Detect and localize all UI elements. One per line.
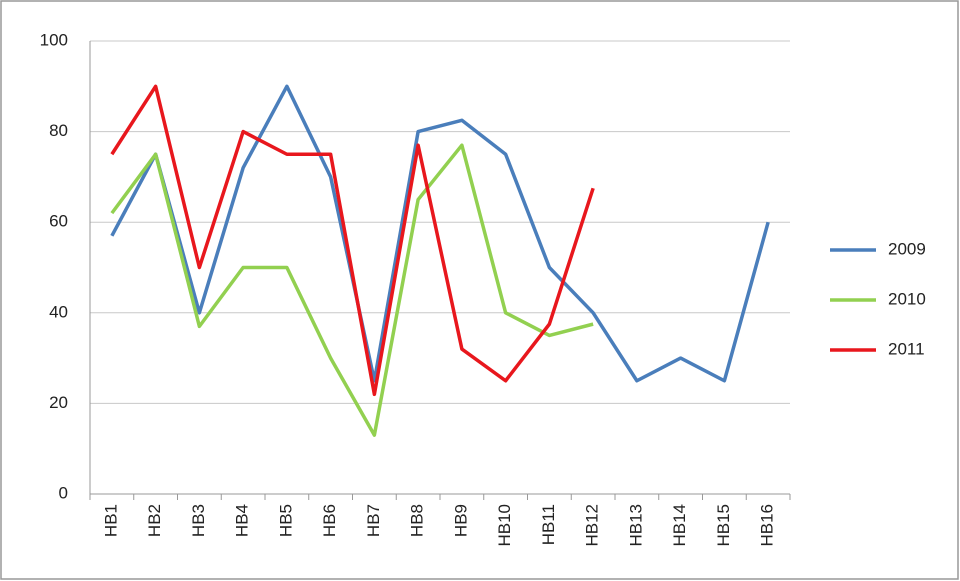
legend-label: 2009	[888, 239, 926, 258]
x-tick-label: HB12	[583, 504, 602, 547]
y-tick-label: 0	[59, 483, 68, 502]
x-tick-label: HB13	[626, 504, 645, 547]
x-tick-label: HB7	[364, 504, 383, 537]
x-tick-label: HB11	[539, 504, 558, 545]
legend-label: 2010	[888, 289, 926, 308]
x-tick-label: HB15	[714, 504, 733, 547]
x-tick-label: HB9	[451, 504, 470, 537]
x-tick-label: HB16	[758, 504, 777, 547]
x-tick-label: HB8	[408, 504, 427, 537]
series-line	[110, 84, 770, 383]
x-tick-label: HB10	[495, 504, 514, 547]
x-tick-label: HB3	[189, 504, 208, 537]
y-tick-label: 100	[40, 30, 68, 49]
y-tick-label: 80	[49, 121, 68, 140]
x-tick-label: HB2	[145, 504, 164, 537]
y-tick-label: 20	[49, 393, 68, 412]
x-tick-label: HB5	[276, 504, 295, 537]
x-tick-label: HB6	[320, 504, 339, 537]
x-tick-label: HB1	[101, 504, 120, 537]
series-line	[110, 143, 594, 437]
series-line	[110, 84, 595, 397]
x-tick-label: HB4	[233, 504, 252, 537]
legend-label: 2011	[888, 339, 925, 358]
y-tick-label: 40	[49, 302, 68, 321]
y-tick-label: 60	[49, 212, 68, 231]
x-tick-label: HB14	[670, 504, 689, 547]
